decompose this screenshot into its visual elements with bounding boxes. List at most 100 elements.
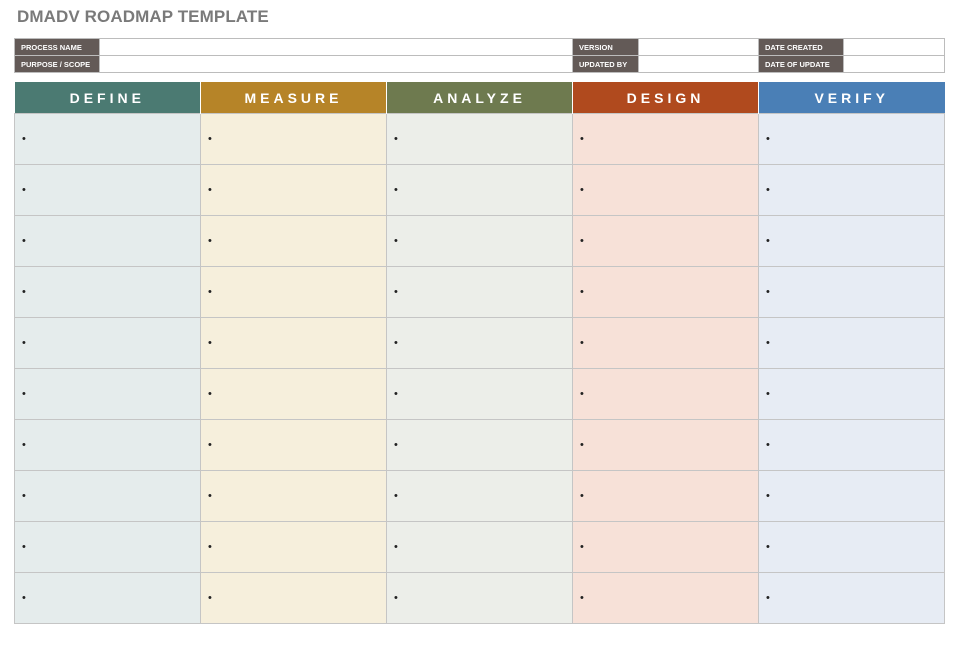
analyze-cell[interactable]: •: [386, 113, 573, 165]
bullet-point: •: [394, 541, 398, 553]
bullet-point: •: [208, 439, 212, 451]
phase-header-measure: MEASURE: [200, 82, 387, 114]
bullet-point: •: [580, 541, 584, 553]
design-cell[interactable]: •: [572, 317, 759, 369]
measure-cell[interactable]: •: [200, 266, 387, 318]
analyze-cell[interactable]: •: [386, 368, 573, 420]
version-field[interactable]: [638, 38, 759, 56]
analyze-cell[interactable]: •: [386, 317, 573, 369]
bullet-point: •: [580, 439, 584, 451]
bullet-point: •: [208, 337, 212, 349]
design-cell[interactable]: •: [572, 521, 759, 573]
measure-cell[interactable]: •: [200, 470, 387, 522]
bullet-point: •: [22, 286, 26, 298]
bullet-point: •: [208, 286, 212, 298]
bullet-point: •: [22, 388, 26, 400]
phase-header-analyze: ANALYZE: [386, 82, 573, 114]
table-row: • • • • •: [14, 215, 945, 267]
measure-cell[interactable]: •: [200, 368, 387, 420]
measure-cell[interactable]: •: [200, 572, 387, 624]
bullet-point: •: [22, 184, 26, 196]
bullet-point: •: [208, 235, 212, 247]
bullet-point: •: [766, 184, 770, 196]
define-cell[interactable]: •: [14, 368, 201, 420]
bullet-point: •: [580, 388, 584, 400]
bullet-point: •: [580, 184, 584, 196]
verify-cell[interactable]: •: [758, 266, 945, 318]
analyze-cell[interactable]: •: [386, 266, 573, 318]
table-row: • • • • •: [14, 419, 945, 471]
design-cell[interactable]: •: [572, 113, 759, 165]
phase-header-design: DESIGN: [572, 82, 759, 114]
analyze-cell[interactable]: •: [386, 572, 573, 624]
date-created-field[interactable]: [843, 38, 945, 56]
bullet-point: •: [22, 235, 26, 247]
date-of-update-field[interactable]: [843, 55, 945, 73]
define-cell[interactable]: •: [14, 521, 201, 573]
bullet-point: •: [580, 235, 584, 247]
define-cell[interactable]: •: [14, 113, 201, 165]
design-cell[interactable]: •: [572, 368, 759, 420]
bullet-point: •: [766, 439, 770, 451]
verify-cell[interactable]: •: [758, 470, 945, 522]
define-cell[interactable]: •: [14, 266, 201, 318]
design-cell[interactable]: •: [572, 164, 759, 216]
define-cell[interactable]: •: [14, 470, 201, 522]
verify-cell[interactable]: •: [758, 368, 945, 420]
roadmap-grid: DEFINE MEASURE ANALYZE DESIGN VERIFY • • •…: [14, 82, 945, 624]
measure-cell[interactable]: •: [200, 113, 387, 165]
analyze-cell[interactable]: •: [386, 419, 573, 471]
updated-by-field[interactable]: [638, 55, 759, 73]
define-cell[interactable]: •: [14, 317, 201, 369]
define-cell[interactable]: •: [14, 215, 201, 267]
bullet-point: •: [22, 490, 26, 502]
define-cell[interactable]: •: [14, 164, 201, 216]
bullet-point: •: [208, 592, 212, 604]
analyze-cell[interactable]: •: [386, 521, 573, 573]
bullet-point: •: [766, 235, 770, 247]
design-cell[interactable]: •: [572, 215, 759, 267]
measure-cell[interactable]: •: [200, 215, 387, 267]
table-row: • • • • •: [14, 164, 945, 216]
bullet-point: •: [766, 388, 770, 400]
verify-cell[interactable]: •: [758, 521, 945, 573]
bullet-point: •: [766, 541, 770, 553]
table-row: • • • • •: [14, 368, 945, 420]
process-name-field[interactable]: [99, 38, 573, 56]
measure-cell[interactable]: •: [200, 419, 387, 471]
define-cell[interactable]: •: [14, 419, 201, 471]
design-cell[interactable]: •: [572, 470, 759, 522]
bullet-point: •: [22, 133, 26, 145]
date-of-update-label: DATE OF UPDATE: [758, 55, 844, 73]
bullet-point: •: [394, 286, 398, 298]
table-row: • • • • •: [14, 521, 945, 573]
verify-cell[interactable]: •: [758, 113, 945, 165]
analyze-cell[interactable]: •: [386, 470, 573, 522]
version-label: VERSION: [572, 38, 639, 56]
verify-cell[interactable]: •: [758, 419, 945, 471]
measure-cell[interactable]: •: [200, 164, 387, 216]
bullet-point: •: [394, 439, 398, 451]
define-cell[interactable]: •: [14, 572, 201, 624]
bullet-point: •: [208, 541, 212, 553]
measure-cell[interactable]: •: [200, 521, 387, 573]
design-cell[interactable]: •: [572, 419, 759, 471]
verify-cell[interactable]: •: [758, 215, 945, 267]
analyze-cell[interactable]: •: [386, 215, 573, 267]
measure-cell[interactable]: •: [200, 317, 387, 369]
design-cell[interactable]: •: [572, 266, 759, 318]
design-cell[interactable]: •: [572, 572, 759, 624]
table-row: • • • • •: [14, 470, 945, 522]
info-row: PURPOSE / SCOPE UPDATED BY DATE OF UPDAT…: [14, 55, 945, 73]
bullet-point: •: [394, 388, 398, 400]
table-row: • • • • •: [14, 317, 945, 369]
purpose-scope-field[interactable]: [99, 55, 573, 73]
bullet-point: •: [394, 133, 398, 145]
phase-header-define: DEFINE: [14, 82, 201, 114]
analyze-cell[interactable]: •: [386, 164, 573, 216]
bullet-point: •: [394, 184, 398, 196]
verify-cell[interactable]: •: [758, 317, 945, 369]
verify-cell[interactable]: •: [758, 572, 945, 624]
verify-cell[interactable]: •: [758, 164, 945, 216]
bullet-point: •: [766, 337, 770, 349]
